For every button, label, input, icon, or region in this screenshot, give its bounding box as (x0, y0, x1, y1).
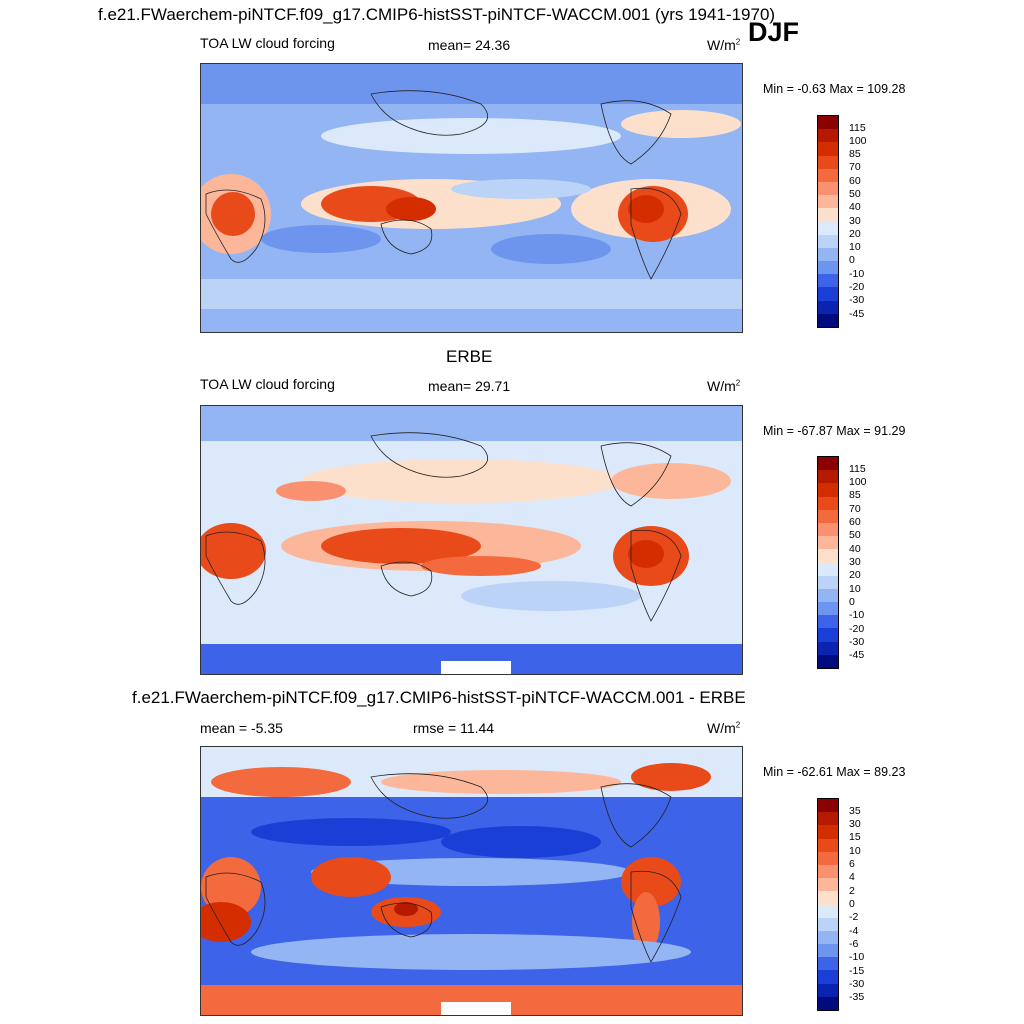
cb3-tick: 2 (849, 885, 855, 897)
cb1-tick: 85 (849, 148, 861, 160)
cb2-tick: 30 (849, 556, 861, 568)
cb3-tick: -15 (849, 965, 865, 977)
panel1-variable: TOA LW cloud forcing (200, 35, 335, 51)
panel2-variable: TOA LW cloud forcing (200, 376, 335, 392)
cb2-tick: 40 (849, 543, 861, 555)
panel1-mean: mean= 24.36 (428, 37, 511, 53)
panel2-units: W/m2 (707, 378, 741, 394)
top-title: f.e21.FWaerchem-piNTCF.f09_g17.CMIP6-his… (98, 5, 776, 24)
cb3-tick: 30 (849, 818, 861, 830)
cb1-tick: 10 (849, 241, 861, 253)
cb3-tick: -6 (849, 938, 859, 950)
cb2-tick: 70 (849, 503, 861, 515)
cb2-tick: 115 (849, 463, 866, 475)
cb3-tick: -2 (849, 911, 859, 923)
cb3-tick: 6 (849, 858, 855, 870)
cb2-tick: 0 (849, 596, 855, 608)
cb1-tick: 30 (849, 215, 861, 227)
panel3-minmax: Min = -62.61 Max = 89.23 (763, 765, 906, 779)
cb2-tick: 50 (849, 529, 861, 541)
season-label: DJF (748, 17, 800, 47)
map-model (200, 63, 743, 333)
cb2-tick: -45 (849, 649, 865, 661)
cb2-tick: 100 (849, 476, 867, 488)
cb1-tick: 40 (849, 201, 861, 213)
cb3-tick: 10 (849, 845, 861, 857)
cb1-tick: -45 (849, 308, 865, 320)
mid-title: ERBE (446, 347, 493, 366)
panel1-minmax: Min = -0.63 Max = 109.28 (763, 82, 906, 96)
panel3-mean: mean = -5.35 (200, 720, 283, 736)
cb2-tick: 10 (849, 583, 861, 595)
cb2-tick: 85 (849, 489, 861, 501)
colorbar-model (817, 115, 839, 328)
cb2-tick: 20 (849, 569, 861, 581)
cb3-tick: -4 (849, 925, 859, 937)
cb3-tick: 15 (849, 831, 861, 843)
map-erbe (200, 405, 743, 675)
cb1-tick: 100 (849, 135, 867, 147)
cb3-tick: -30 (849, 978, 865, 990)
panel3-units: W/m2 (707, 720, 741, 736)
cb3-tick: 4 (849, 871, 855, 883)
cb1-tick: 60 (849, 175, 861, 187)
panel3-rmse: rmse = 11.44 (413, 720, 495, 736)
cb1-tick: -10 (849, 268, 865, 280)
cb3-tick: 35 (849, 805, 861, 817)
panel2-minmax: Min = -67.87 Max = 91.29 (763, 424, 906, 438)
cb3-tick: 0 (849, 898, 855, 910)
panel1-units: W/m2 (707, 37, 741, 53)
cb2-tick: -20 (849, 623, 865, 635)
cb3-tick: -10 (849, 951, 865, 963)
colorbar-difference (817, 798, 839, 1011)
cb1-tick: 0 (849, 254, 855, 266)
cb1-tick: -30 (849, 294, 865, 306)
cb2-tick: 60 (849, 516, 861, 528)
cb1-tick: -20 (849, 281, 865, 293)
cb2-tick: -10 (849, 609, 865, 621)
panel2-mean: mean= 29.71 (428, 378, 511, 394)
cb1-tick: 70 (849, 161, 861, 173)
cb1-tick: 115 (849, 122, 866, 134)
cb1-tick: 20 (849, 228, 861, 240)
map-difference (200, 746, 743, 1016)
colorbar-erbe (817, 456, 839, 669)
bottom-title: f.e21.FWaerchem-piNTCF.f09_g17.CMIP6-his… (132, 688, 746, 707)
cb2-tick: -30 (849, 636, 865, 648)
cb1-tick: 50 (849, 188, 861, 200)
cb3-tick: -35 (849, 991, 865, 1003)
